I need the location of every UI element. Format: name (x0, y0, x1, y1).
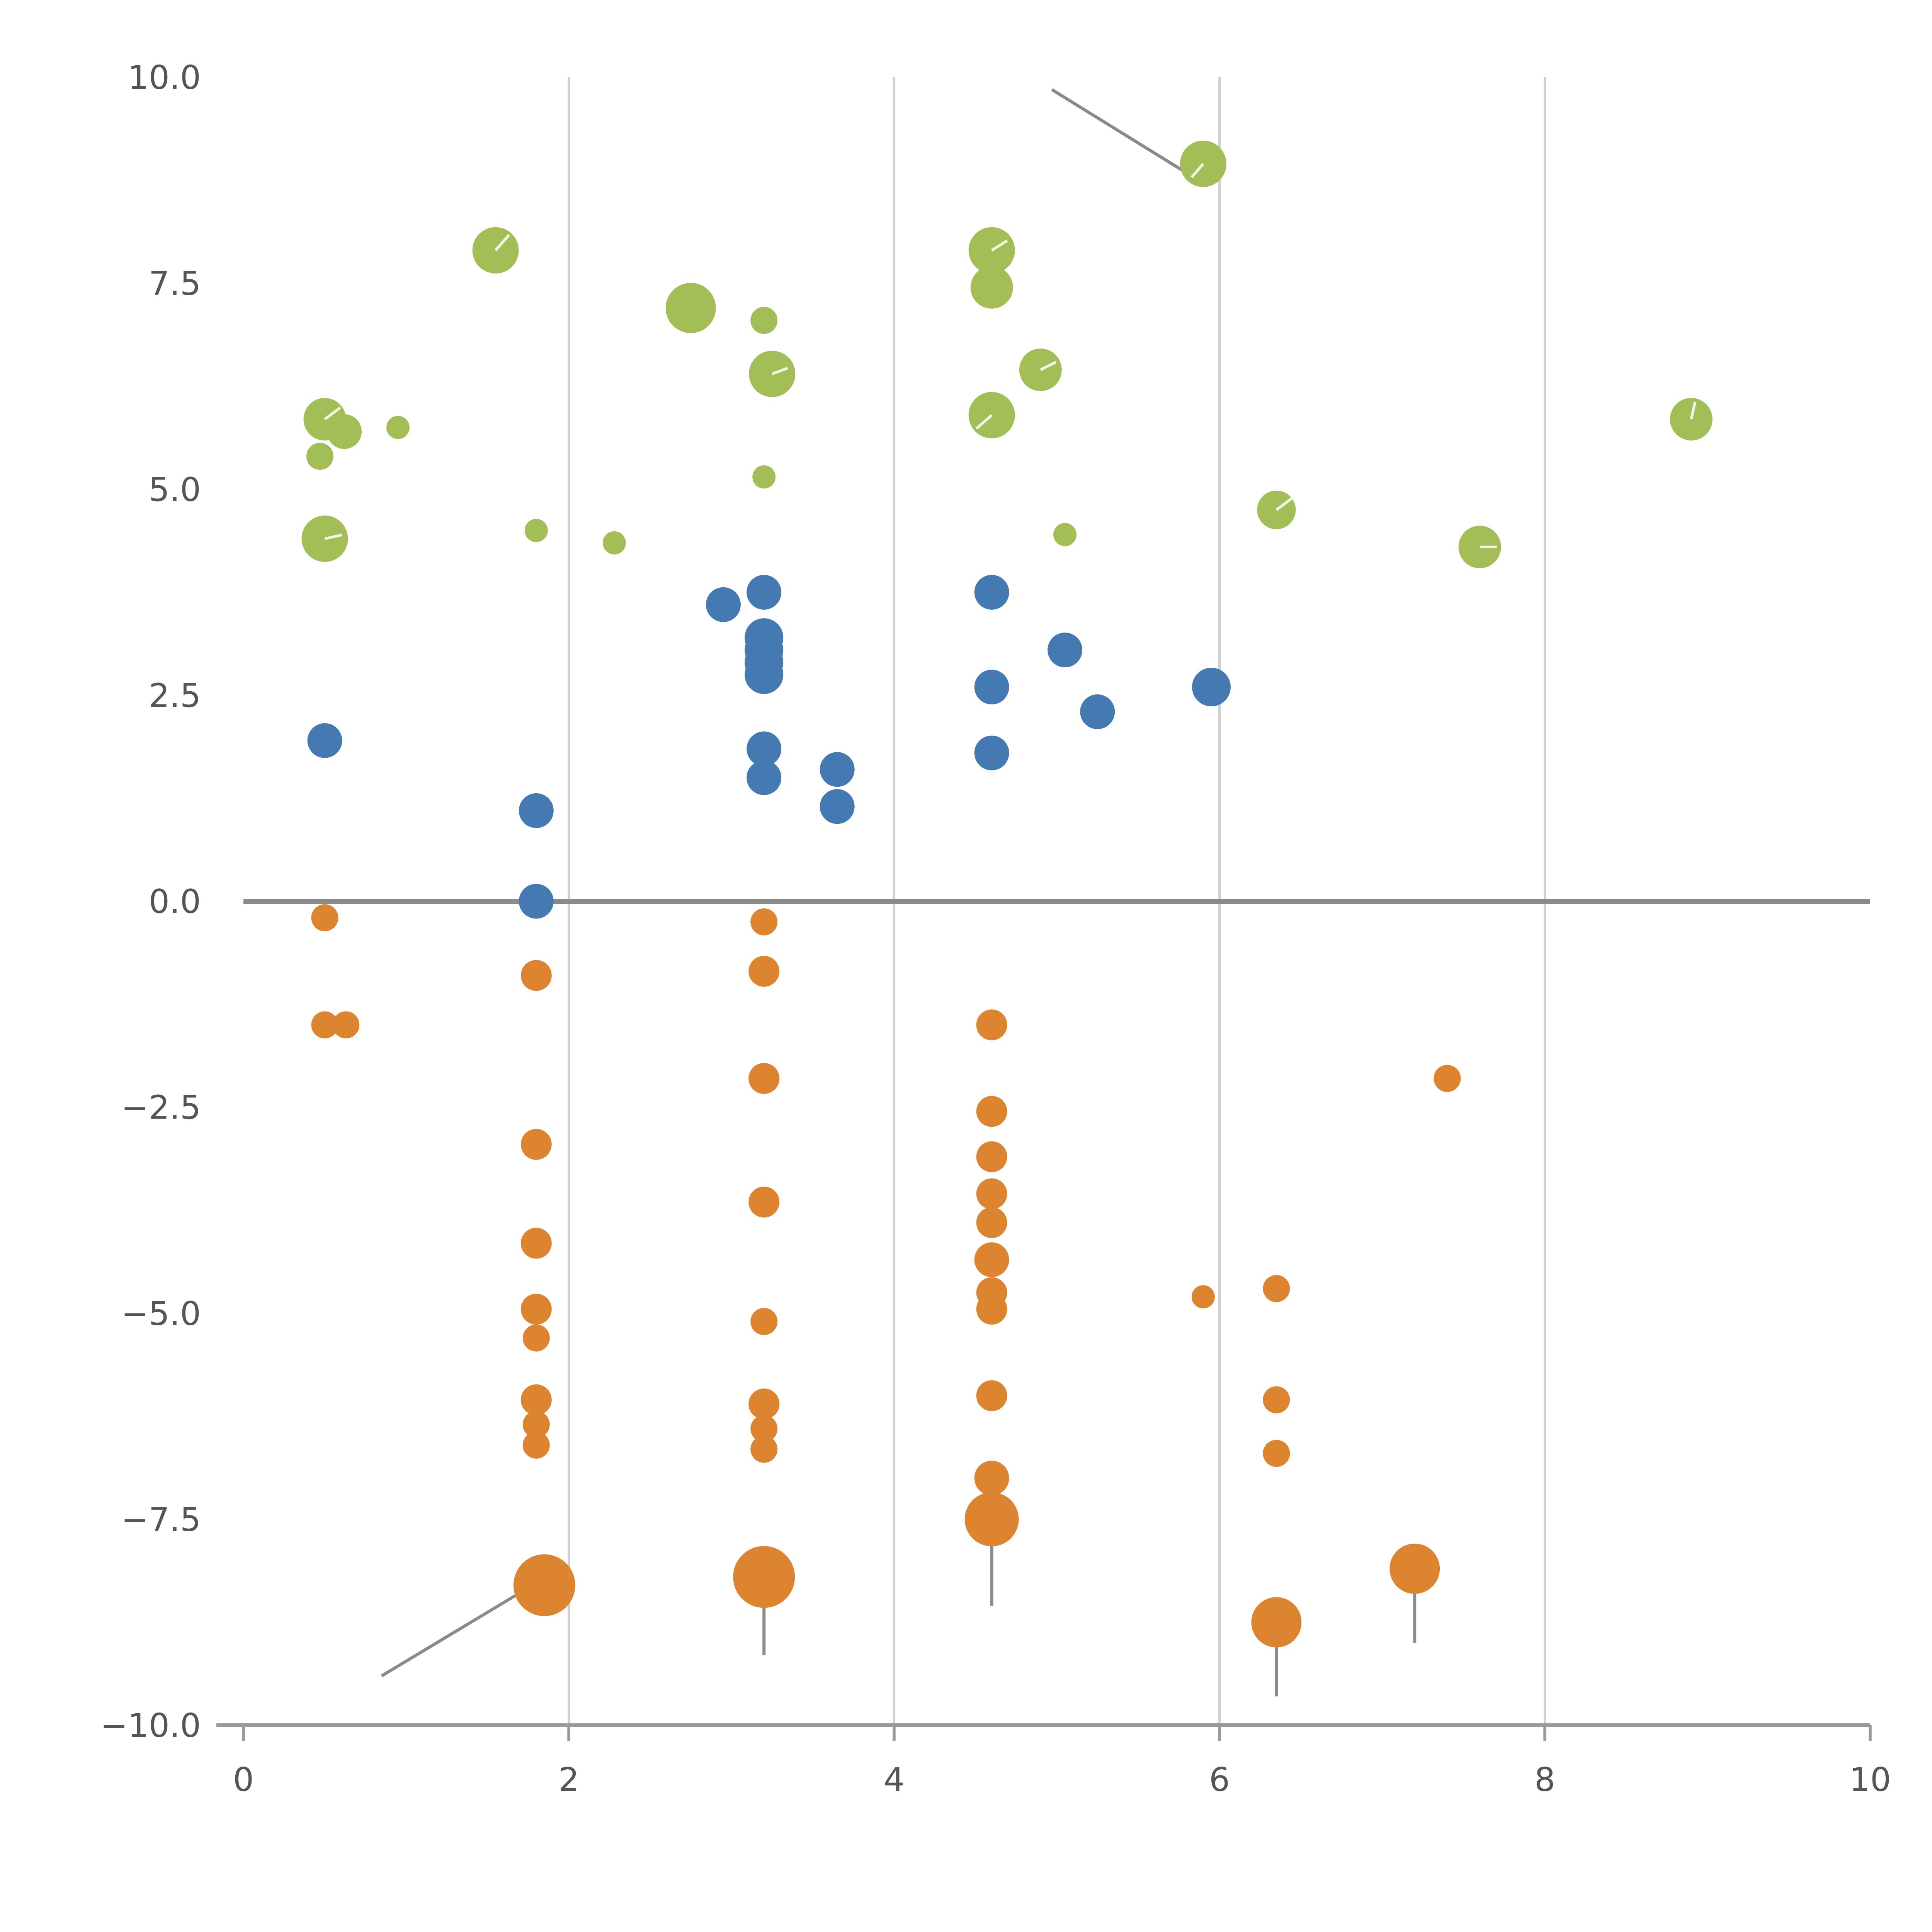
bubble-hand-line (494, 234, 510, 252)
orange-dots-point (1263, 1275, 1290, 1302)
orange-dots-point (520, 1294, 552, 1325)
bubble-hand-line (324, 533, 343, 540)
blue-dots-point (974, 735, 1009, 770)
bubble-hand-line (1690, 401, 1697, 420)
y-tick-label: −7.5 (121, 1501, 201, 1539)
orange-dots-point (976, 1178, 1007, 1209)
orange-dots-point (748, 1388, 780, 1420)
blue-dots-point (745, 655, 784, 694)
blue-dots-point (1048, 633, 1083, 668)
orange-dots-point (520, 1129, 552, 1160)
orange-dots-point (520, 1384, 552, 1415)
green-bubbles-point (306, 442, 333, 470)
blue-dots-point (519, 793, 554, 828)
x-tick-label: 4 (884, 1761, 905, 1799)
blue-dots-point (820, 752, 855, 787)
blue-dots-point (307, 723, 342, 758)
orange-dots-point (1263, 1440, 1290, 1467)
bubble-hand-line (1190, 163, 1204, 179)
orange-dots-point (750, 1415, 778, 1442)
orange-dots-point (976, 1096, 1007, 1127)
orange-dots-point (520, 960, 552, 991)
orange-dots-point (1434, 1065, 1461, 1092)
orange-dots-point (750, 1435, 778, 1463)
orange-dots-point (522, 1324, 550, 1352)
orange-dots-point (1389, 1543, 1440, 1594)
blue-dots-point (519, 884, 554, 919)
y-tick-label: 0.0 (149, 883, 201, 921)
orange-dots-point (750, 1308, 778, 1335)
green-bubbles-point (970, 266, 1013, 309)
orange-dots-point (513, 1554, 575, 1616)
orange-dots-point (974, 1242, 1009, 1277)
orange-dots-point (748, 1063, 780, 1094)
orange-dots-point (522, 1411, 550, 1438)
orange-dots-point (976, 1207, 1007, 1238)
orange-dots-point (733, 1546, 795, 1608)
bubble-hand-line (772, 367, 788, 375)
green-bubbles-point (665, 283, 716, 333)
orange-dots-point (311, 1011, 338, 1039)
orange-dots-point (1191, 1285, 1215, 1309)
blue-dots-point (820, 789, 855, 824)
green-bubbles-point (750, 307, 778, 334)
bubble-hand-line (324, 406, 341, 420)
blue-dots-point (747, 760, 782, 795)
orange-dots-point (976, 1380, 1007, 1411)
orange-dots-point (1251, 1597, 1302, 1648)
blue-dots-point (974, 575, 1009, 610)
orange-dots-point (964, 1492, 1019, 1546)
orange-dots-point (332, 1011, 360, 1039)
green-bubbles-point (327, 414, 362, 449)
orange-dots-point (522, 1431, 550, 1459)
y-tick-label: −2.5 (121, 1089, 201, 1127)
x-tick-label: 0 (233, 1761, 254, 1799)
bubble-hand-line (991, 239, 1008, 252)
annotation-line (1051, 88, 1193, 178)
orange-dots-point (974, 1461, 1009, 1496)
orange-dots-point (750, 908, 778, 935)
x-tick-label: 2 (558, 1761, 579, 1799)
orange-dots-point (748, 956, 780, 987)
orange-dots-point (976, 1009, 1007, 1041)
orange-dots-point (520, 1228, 552, 1259)
bubble-hand-line (1040, 361, 1057, 371)
orange-dots-point (976, 1141, 1007, 1172)
bubble-hand-line (975, 414, 993, 430)
annotation-line (381, 1580, 541, 1677)
green-bubbles-point (524, 519, 548, 542)
y-tick-label: −5.0 (121, 1295, 201, 1333)
green-bubbles-point (1053, 523, 1077, 546)
y-tick-label: 5.0 (149, 471, 201, 509)
blue-dots-point (747, 575, 782, 610)
y-tick-label: 7.5 (149, 265, 201, 303)
green-bubbles-point (1670, 398, 1713, 440)
orange-dots-point (311, 904, 338, 932)
y-tick-label: 10.0 (128, 59, 201, 97)
orange-dots-point (748, 1186, 780, 1218)
orange-dots-point (976, 1294, 1007, 1325)
blue-dots-point (974, 670, 1009, 705)
x-tick-label: 8 (1534, 1761, 1555, 1799)
bubble-hand-line (1276, 497, 1293, 511)
x-tick-label: 10 (1849, 1761, 1891, 1799)
green-bubbles-point (602, 531, 626, 554)
blue-dots-point (706, 587, 741, 622)
green-bubbles-point (752, 465, 776, 489)
y-tick-label: −10.0 (100, 1707, 201, 1745)
blue-dots-point (1192, 668, 1231, 707)
green-bubbles-point (386, 416, 410, 439)
y-tick-label: 2.5 (149, 677, 201, 715)
orange-dots-point (1263, 1386, 1290, 1413)
blue-dots-point (1080, 694, 1115, 730)
x-tick-label: 6 (1209, 1761, 1230, 1799)
blue-dots-point (747, 731, 782, 766)
